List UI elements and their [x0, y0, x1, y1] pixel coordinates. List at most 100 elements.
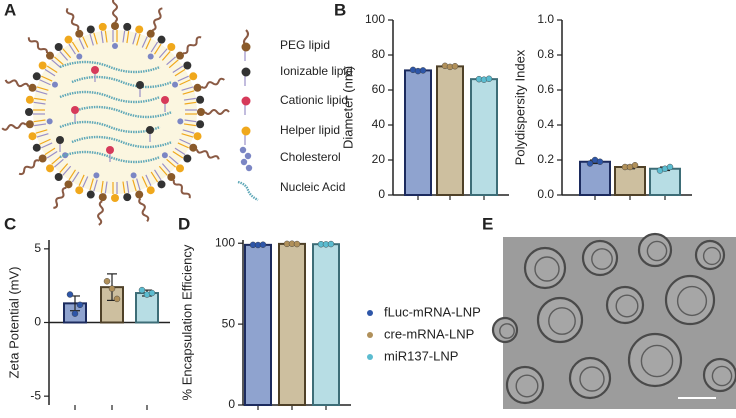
lipid-tail — [33, 101, 46, 105]
lipid-tail — [181, 86, 194, 91]
lipid-tail — [172, 151, 184, 159]
lipid-tail — [71, 41, 80, 53]
icon-head — [241, 126, 251, 136]
lipid-head — [196, 120, 205, 129]
y-tick-label: 0 — [34, 315, 41, 329]
lipid-head — [123, 22, 132, 31]
peg-chain — [112, 0, 118, 23]
y-tick-label: 50 — [222, 316, 236, 330]
data-point — [451, 62, 459, 70]
lipid-tail — [122, 30, 126, 43]
data-point — [103, 278, 111, 285]
lipid-head — [98, 22, 107, 31]
nucleic-acid — [71, 75, 173, 89]
lipid-head — [106, 146, 114, 154]
y-axis-title: % Encapsulation Efficiency — [179, 244, 194, 400]
particle-inner — [534, 256, 560, 282]
lipid-tail — [46, 65, 58, 73]
particle-inner — [579, 366, 605, 392]
y-tick-label: 0 — [228, 397, 235, 411]
cholesterol — [112, 43, 118, 49]
y-tick-label: 20 — [372, 152, 386, 166]
lipid-head — [193, 83, 202, 92]
legend-marker — [367, 310, 373, 316]
cholesterol — [172, 81, 179, 88]
lipid-tail — [136, 33, 141, 46]
data-point — [71, 310, 79, 317]
y-tick-label: 0.0 — [537, 187, 554, 201]
cholesterol — [161, 152, 168, 159]
bar — [579, 160, 611, 196]
lipid-head — [175, 164, 184, 173]
icon-chol — [240, 158, 248, 166]
lipid-tail — [68, 43, 76, 55]
lipid-tail — [93, 32, 98, 45]
lipid-tail — [150, 171, 159, 183]
lipid-head — [111, 22, 119, 30]
legend-label: cre-mRNA-LNP — [384, 326, 474, 341]
particle — [491, 316, 519, 344]
lipid-head — [38, 61, 47, 70]
lipid-head — [75, 29, 84, 38]
lipid-tail — [161, 163, 171, 174]
data-point — [259, 241, 267, 248]
y-tick-label: 100 — [215, 235, 235, 249]
data-point — [293, 240, 301, 248]
lipid-tail — [177, 75, 190, 82]
panel-label: B — [334, 0, 346, 19]
y-tick-label: 0.4 — [537, 117, 554, 131]
chart: 0 20 40 60 80 100 Diameter (nm) — [340, 12, 509, 201]
data-point — [327, 240, 335, 248]
peg-chain — [204, 109, 230, 115]
lipid-tail — [68, 169, 76, 181]
panel-label: D — [178, 214, 190, 233]
panel-label: A — [4, 0, 16, 19]
lipid-head — [25, 108, 33, 116]
bar — [404, 69, 432, 196]
bar — [436, 65, 464, 196]
lipid-head — [25, 120, 34, 129]
bar — [649, 167, 681, 196]
lipid-head — [32, 143, 41, 152]
lipid-head — [54, 43, 63, 52]
lipid-head — [161, 96, 169, 104]
peg-chain — [4, 79, 30, 88]
lipid-head — [146, 29, 155, 38]
data-point — [485, 75, 493, 83]
lipid-tail — [184, 101, 197, 105]
lipid-head — [123, 193, 132, 202]
lipid-tail — [150, 41, 159, 53]
chart: 0 50 100 % Encapsulation Efficiency — [179, 235, 351, 411]
peg-chain — [27, 37, 48, 54]
lipid-tail — [145, 174, 152, 187]
lipid-head — [157, 180, 166, 189]
y-tick-label: 40 — [372, 117, 386, 131]
peg-chain — [172, 179, 191, 199]
lipid-head — [91, 66, 99, 74]
lipid-tail — [34, 123, 47, 127]
legend-label: miR137-LNP — [384, 348, 458, 363]
peg-chain — [1, 122, 27, 131]
lipid-tail — [182, 129, 195, 134]
lipid-head — [28, 132, 37, 141]
data-point — [586, 160, 594, 167]
lipid-tail — [132, 32, 137, 45]
lipid-head — [146, 126, 154, 134]
peg-chain — [138, 197, 150, 222]
lipid-head — [38, 154, 47, 163]
lipid-tail — [59, 163, 69, 174]
lipid-tail — [181, 133, 194, 138]
peg-chain — [152, 7, 163, 32]
cholesterol — [51, 81, 58, 88]
lipid-tail — [136, 178, 141, 191]
lipid-tail — [33, 119, 46, 123]
y-tick-label: 80 — [372, 47, 386, 61]
icon-head — [241, 67, 251, 77]
lipid-tail — [40, 142, 53, 149]
lipid-head — [86, 25, 95, 34]
diagram-label: Cholesterol — [280, 150, 341, 164]
lipid-tail — [104, 181, 108, 194]
icon-chol — [239, 146, 247, 154]
lipid-tail — [145, 37, 152, 50]
y-tick-label: 0.2 — [537, 152, 554, 166]
